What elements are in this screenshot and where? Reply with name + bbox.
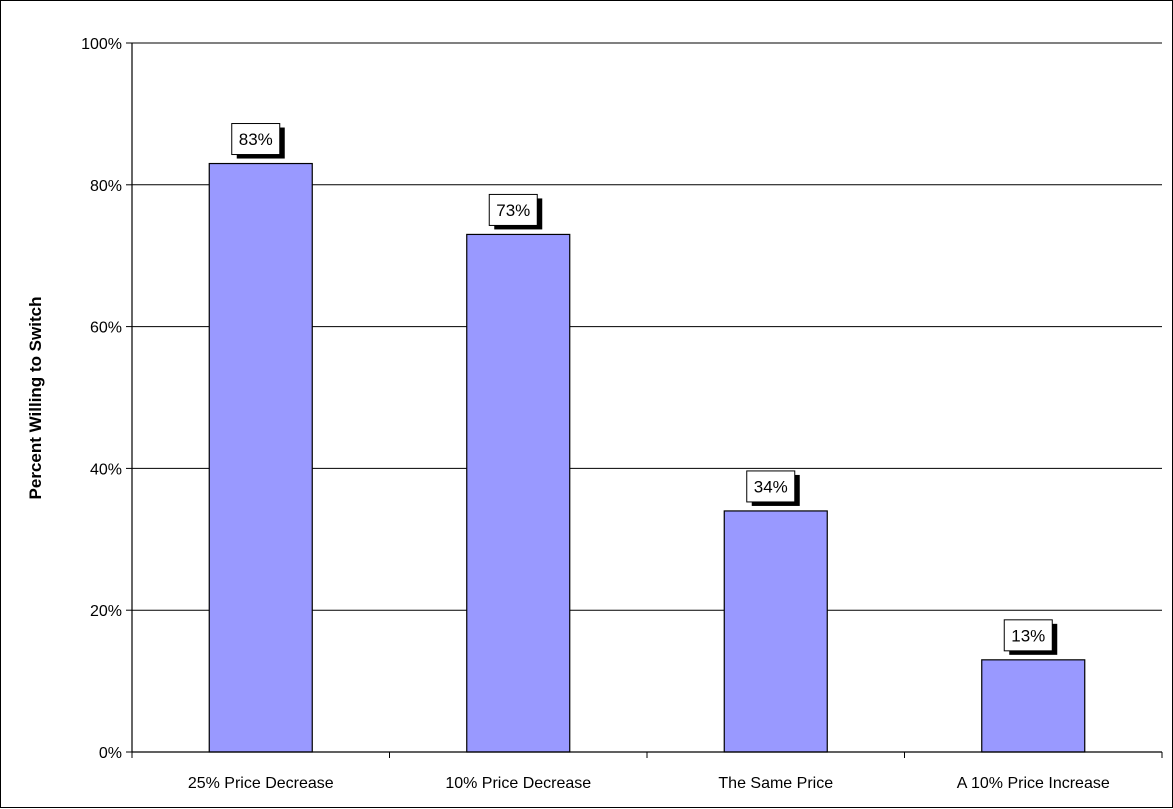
x-tick-label: 10% Price Decrease	[445, 775, 591, 792]
y-tick-label: 80%	[90, 178, 122, 195]
x-axis-ticks: 25% Price Decrease 10% Price Decrease The …	[131, 752, 1163, 792]
bar	[466, 233, 571, 753]
bar	[723, 510, 828, 753]
y-axis-label: Percent Willing to Switch	[26, 297, 45, 500]
y-axis-ticks: 0% 20% 40% 60% 80% 100%	[81, 36, 132, 762]
data-label-box	[1003, 619, 1053, 652]
x-tick-label: A 10% Price Increase	[957, 775, 1110, 792]
data-labels: 83% 73% 34% 13%	[231, 123, 1058, 655]
data-label: 13%	[1011, 626, 1045, 645]
bar	[208, 162, 313, 753]
y-tick-label: 20%	[90, 603, 122, 620]
y-tick-label: 0%	[99, 745, 122, 762]
y-tick-label: 40%	[90, 461, 122, 478]
x-tick-label: 25% Price Decrease	[188, 775, 334, 792]
data-label-box	[488, 193, 538, 226]
data-label: 83%	[239, 130, 273, 149]
data-label-box	[231, 123, 281, 156]
bar	[981, 659, 1086, 753]
data-label-box	[746, 470, 796, 503]
data-label: 34%	[754, 477, 788, 496]
bars	[208, 162, 1086, 753]
y-tick-label: 60%	[90, 320, 122, 337]
data-label: 73%	[496, 201, 530, 220]
x-tick-label: The Same Price	[718, 775, 833, 792]
y-tick-label: 100%	[81, 36, 122, 53]
